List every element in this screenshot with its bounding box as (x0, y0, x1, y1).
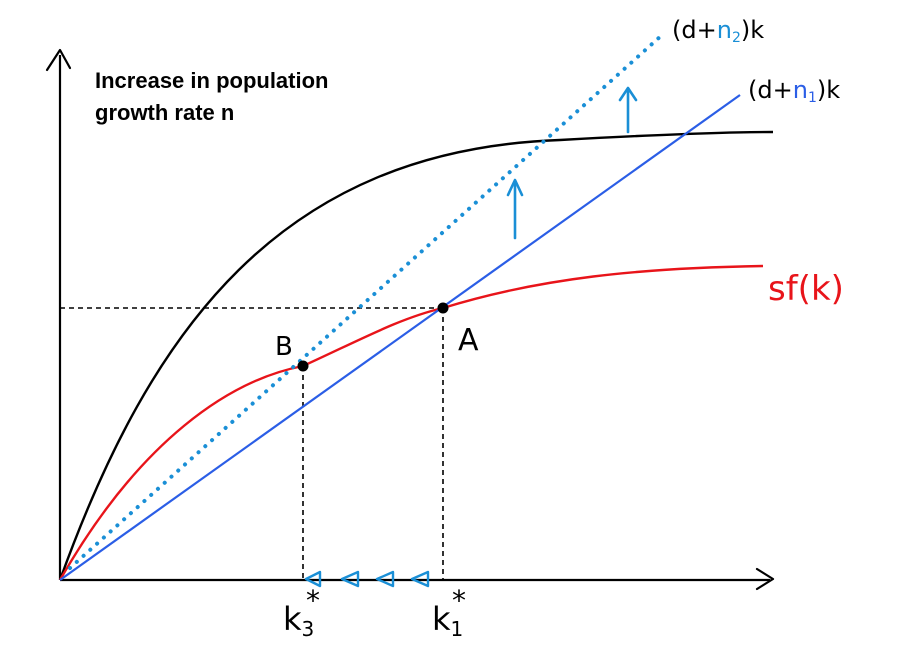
point-b-marker (297, 360, 309, 372)
point-a-marker (437, 302, 449, 314)
left-arrow-1 (410, 570, 430, 588)
depreciation-line-n2 (68, 33, 664, 570)
label-point-a: A (458, 323, 479, 358)
label-depreciation-n1: (d+n1)k (748, 76, 840, 106)
label-point-b: B (275, 332, 293, 362)
label-k1-star: k1 (432, 600, 463, 641)
label-k3-star: k3 (283, 600, 314, 641)
depreciation-line-n1 (59, 94, 741, 581)
label-savings-curve: sf(k) (768, 269, 844, 309)
left-arrow-4 (304, 570, 322, 588)
diagram-title-line2: growth rate n (95, 100, 234, 125)
label-k3-star-mark: * (306, 584, 320, 617)
label-k1-star-mark: * (452, 584, 466, 617)
left-arrow-2 (375, 570, 395, 588)
y-axis-arrowhead (45, 48, 72, 72)
diagram-title-line1: Increase in population (95, 68, 328, 93)
shift-arrow-upper (618, 86, 638, 134)
x-axis-arrowhead (755, 567, 775, 591)
shift-arrow-middle (506, 178, 524, 240)
left-arrow-3 (340, 570, 360, 588)
savings-curve (58, 264, 764, 581)
production-curve (58, 130, 774, 581)
label-depreciation-n2: (d+n2)k (672, 16, 764, 46)
capital-decline-arrows (304, 570, 430, 588)
